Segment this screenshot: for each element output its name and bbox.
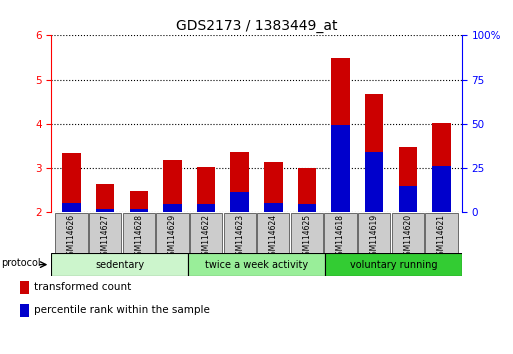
Text: GSM114626: GSM114626 xyxy=(67,213,76,260)
Bar xyxy=(230,152,249,212)
FancyBboxPatch shape xyxy=(291,213,323,253)
Text: twice a week activity: twice a week activity xyxy=(205,259,308,270)
Bar xyxy=(298,205,316,212)
Bar xyxy=(163,160,182,212)
FancyBboxPatch shape xyxy=(392,213,424,253)
Text: GSM114623: GSM114623 xyxy=(235,213,244,260)
FancyBboxPatch shape xyxy=(257,213,289,253)
Bar xyxy=(264,161,283,212)
Text: GSM114618: GSM114618 xyxy=(336,213,345,259)
FancyBboxPatch shape xyxy=(324,213,357,253)
Bar xyxy=(365,94,384,212)
FancyBboxPatch shape xyxy=(190,213,222,253)
Bar xyxy=(197,167,215,212)
Bar xyxy=(432,166,451,212)
Text: GSM114624: GSM114624 xyxy=(269,213,278,260)
Bar xyxy=(264,202,283,212)
Bar xyxy=(62,202,81,212)
Bar xyxy=(20,281,29,293)
Text: GSM114621: GSM114621 xyxy=(437,213,446,259)
FancyBboxPatch shape xyxy=(123,213,155,253)
FancyBboxPatch shape xyxy=(55,213,88,253)
Text: protocol: protocol xyxy=(1,258,41,268)
FancyBboxPatch shape xyxy=(188,253,325,276)
Bar xyxy=(230,193,249,212)
Text: GSM114619: GSM114619 xyxy=(370,213,379,260)
Text: GSM114620: GSM114620 xyxy=(403,213,412,260)
Text: GSM114627: GSM114627 xyxy=(101,213,110,260)
FancyBboxPatch shape xyxy=(51,253,188,276)
Bar xyxy=(399,147,417,212)
Bar xyxy=(129,191,148,212)
Bar xyxy=(96,184,114,212)
FancyBboxPatch shape xyxy=(156,213,189,253)
Bar xyxy=(163,205,182,212)
Bar xyxy=(298,168,316,212)
Text: voluntary running: voluntary running xyxy=(349,259,437,270)
FancyBboxPatch shape xyxy=(89,213,121,253)
FancyBboxPatch shape xyxy=(325,253,462,276)
Bar xyxy=(20,304,29,316)
Text: GSM114628: GSM114628 xyxy=(134,213,143,259)
FancyBboxPatch shape xyxy=(358,213,390,253)
FancyBboxPatch shape xyxy=(224,213,256,253)
Bar xyxy=(331,58,350,212)
FancyBboxPatch shape xyxy=(425,213,458,253)
Text: GSM114629: GSM114629 xyxy=(168,213,177,260)
Bar xyxy=(129,209,148,212)
Text: GSM114625: GSM114625 xyxy=(303,213,311,260)
Bar xyxy=(96,209,114,212)
Bar xyxy=(365,152,384,212)
Title: GDS2173 / 1383449_at: GDS2173 / 1383449_at xyxy=(176,19,337,33)
Bar xyxy=(197,205,215,212)
Bar xyxy=(432,122,451,212)
Bar xyxy=(399,186,417,212)
Bar xyxy=(331,125,350,212)
Text: percentile rank within the sample: percentile rank within the sample xyxy=(34,305,209,315)
Text: GSM114622: GSM114622 xyxy=(202,213,210,259)
Bar xyxy=(62,153,81,212)
Text: transformed count: transformed count xyxy=(34,282,131,292)
Text: sedentary: sedentary xyxy=(95,259,144,270)
